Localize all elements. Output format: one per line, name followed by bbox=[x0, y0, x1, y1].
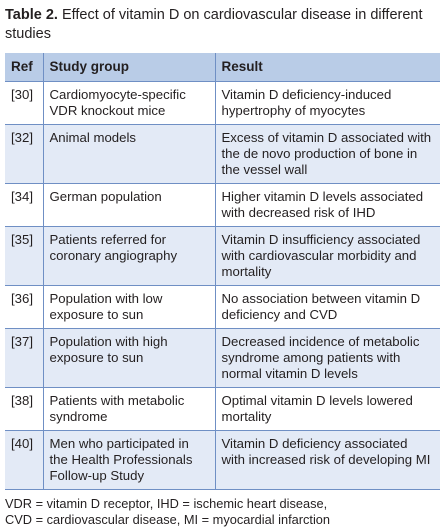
cell-ref: [36] bbox=[5, 285, 43, 329]
cell-result: Vitamin D insufficiency associated with … bbox=[214, 226, 440, 286]
cell-ref: [35] bbox=[5, 226, 43, 286]
cell-ref: [37] bbox=[5, 328, 43, 388]
cell-result: Higher vitamin D levels associated with … bbox=[214, 183, 440, 227]
table-row: [36] Population with low exposure to sun… bbox=[5, 285, 440, 329]
cell-study-group: Patients with metabolic syndrome bbox=[42, 387, 215, 431]
column-header-result: Result bbox=[214, 53, 440, 82]
cell-ref: [30] bbox=[5, 81, 43, 125]
cell-result: Decreased incidence of metabolic syndrom… bbox=[214, 328, 440, 388]
table-header: Ref Study group Result bbox=[5, 53, 440, 82]
cell-study-group: German population bbox=[42, 183, 215, 227]
cell-result: Vitamin D deficiency associated with inc… bbox=[214, 430, 440, 490]
footnote-line-1: VDR = vitamin D receptor, IHD = ischemic… bbox=[5, 496, 328, 511]
table-row: [34] German population Higher vitamin D … bbox=[5, 183, 440, 227]
cell-study-group: Population with high exposure to sun bbox=[42, 328, 215, 388]
table-body: [30] Cardiomyocyte-specific VDR knockout… bbox=[5, 81, 440, 490]
cell-result: Optimal vitamin D levels lowered mortali… bbox=[214, 387, 440, 431]
cell-study-group: Cardiomyocyte-specific VDR knockout mice bbox=[42, 81, 215, 125]
table-caption: Table 2. Effect of vitamin D on cardiova… bbox=[5, 6, 441, 44]
table-row: [38] Patients with metabolic syndrome Op… bbox=[5, 387, 440, 431]
table-row: [35] Patients referred for coronary angi… bbox=[5, 226, 440, 286]
cell-study-group: Population with low exposure to sun bbox=[42, 285, 215, 329]
column-header-ref: Ref bbox=[5, 53, 43, 82]
cell-ref: [38] bbox=[5, 387, 43, 431]
cell-ref: [32] bbox=[5, 124, 43, 184]
table-row: [37] Population with high exposure to su… bbox=[5, 328, 440, 388]
data-table: Ref Study group Result [30] Cardiomyocyt… bbox=[5, 53, 440, 490]
cell-study-group: Men who participated in the Health Profe… bbox=[42, 430, 215, 490]
table-caption-label: Table 2. bbox=[5, 7, 58, 23]
column-header-study-group: Study group bbox=[42, 53, 215, 82]
cell-result: Vitamin D deficiency-induced hypertrophy… bbox=[214, 81, 440, 125]
cell-study-group: Animal models bbox=[42, 124, 215, 184]
table-header-row: Ref Study group Result bbox=[5, 53, 440, 82]
cell-ref: [40] bbox=[5, 430, 43, 490]
footnote-line-2: CVD = cardiovascular disease, MI = myoca… bbox=[5, 511, 331, 527]
cell-result: No association between vitamin D deficie… bbox=[214, 285, 440, 329]
table-row: [30] Cardiomyocyte-specific VDR knockout… bbox=[5, 81, 440, 125]
table-footnote: VDR = vitamin D receptor, IHD = ischemic… bbox=[5, 496, 441, 527]
cell-result: Excess of vitamin D associated with the … bbox=[214, 124, 440, 184]
table-row: [32] Animal models Excess of vitamin D a… bbox=[5, 124, 440, 184]
cell-study-group: Patients referred for coronary angiograp… bbox=[42, 226, 215, 286]
table-caption-text: Effect of vitamin D on cardiovascular di… bbox=[5, 7, 423, 42]
table-row: [40] Men who participated in the Health … bbox=[5, 430, 440, 490]
cell-ref: [34] bbox=[5, 183, 43, 227]
